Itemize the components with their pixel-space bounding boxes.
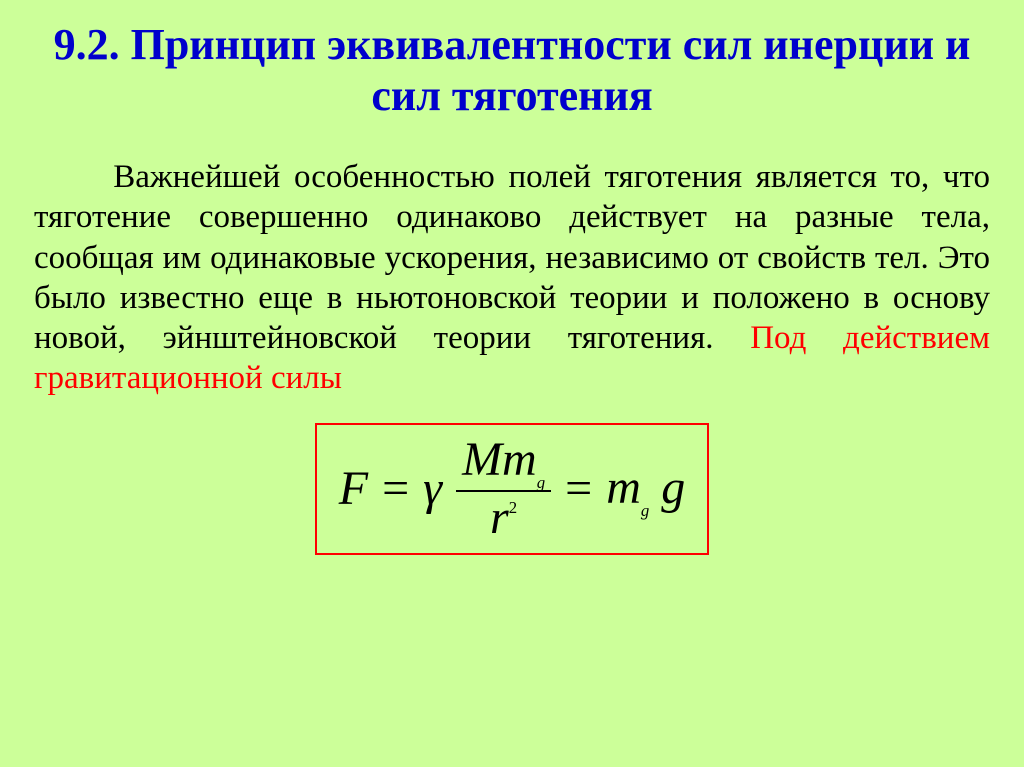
rhs-m: m <box>606 461 641 514</box>
body-paragraph: Важнейшей особенностью полей тяготения я… <box>34 157 990 399</box>
formula-gamma: γ <box>423 461 442 516</box>
formula-fraction: Mmg r2 <box>456 435 551 544</box>
num-M: M <box>462 433 502 486</box>
formula-container: F = γ Mmg r2 = mg g <box>34 423 990 556</box>
rhs-sub-g: g <box>641 501 649 520</box>
fraction-numerator: Mmg <box>456 435 551 489</box>
slide-title: 9.2. Принцип эквивалентности сил инерции… <box>34 20 990 121</box>
num-sub-g: g <box>537 473 545 492</box>
den-sup-2: 2 <box>509 498 517 517</box>
equals-2: = <box>565 461 592 516</box>
formula-lhs: F <box>339 461 368 516</box>
formula-box: F = γ Mmg r2 = mg g <box>315 423 710 556</box>
rhs: mg g <box>606 460 685 519</box>
fraction-denominator: r2 <box>484 493 523 543</box>
num-m: m <box>502 433 537 486</box>
rhs-g: g <box>661 461 685 514</box>
equals-1: = <box>382 461 409 516</box>
den-r: r <box>490 491 509 544</box>
